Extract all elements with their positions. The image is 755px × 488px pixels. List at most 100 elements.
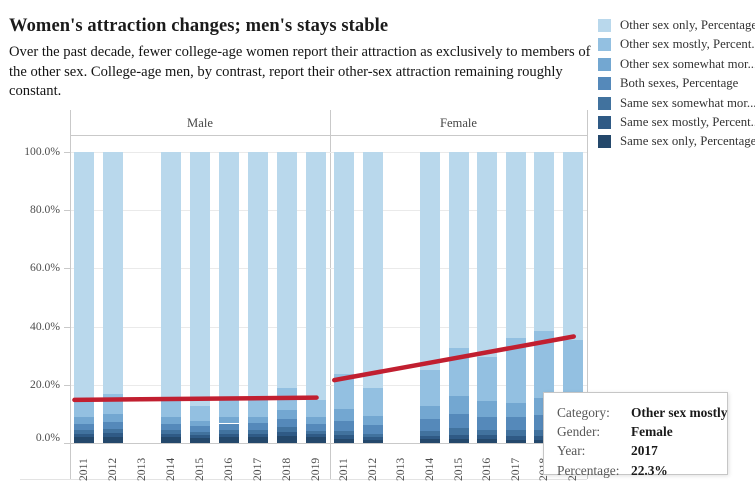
- bar-segment[interactable]: [276, 427, 297, 432]
- bar-segment[interactable]: [362, 433, 383, 438]
- bar-segment[interactable]: [161, 433, 182, 438]
- bar-segment[interactable]: [218, 430, 239, 434]
- bar-segment[interactable]: [362, 152, 383, 388]
- bar-segment[interactable]: [534, 152, 555, 331]
- bar-segment[interactable]: [419, 419, 440, 432]
- bar-segment[interactable]: [505, 152, 526, 338]
- bar-segment[interactable]: [161, 152, 182, 400]
- bar-segment[interactable]: [305, 434, 326, 438]
- bar-segment[interactable]: [305, 152, 326, 400]
- bar-male-2012[interactable]: [103, 152, 124, 443]
- bar-segment[interactable]: [448, 396, 469, 414]
- bar-segment[interactable]: [305, 430, 326, 435]
- bar-segment[interactable]: [305, 399, 326, 418]
- bar-segment[interactable]: [334, 435, 355, 439]
- bar-segment[interactable]: [534, 330, 555, 398]
- bar-segment[interactable]: [190, 426, 210, 433]
- bar-female-2012[interactable]: [362, 152, 383, 443]
- bar-segment[interactable]: [448, 413, 469, 429]
- bar-male-2011[interactable]: [74, 152, 95, 443]
- bar-segment[interactable]: [247, 152, 268, 400]
- bar-segment[interactable]: [362, 424, 383, 434]
- bar-segment[interactable]: [190, 438, 210, 443]
- bar-segment[interactable]: [477, 429, 498, 436]
- bar-segment[interactable]: [477, 435, 498, 440]
- bar-female-2014[interactable]: [419, 152, 440, 443]
- legend-item-5[interactable]: Same sex mostly, Percent...: [598, 115, 755, 129]
- bar-segment[interactable]: [334, 430, 355, 436]
- bar-segment[interactable]: [190, 152, 210, 407]
- bar-segment[interactable]: [190, 435, 210, 439]
- bar-segment[interactable]: [477, 400, 498, 417]
- legend-item-2[interactable]: Other sex somewhat mor...: [598, 57, 755, 71]
- bar-female-2015[interactable]: [448, 152, 469, 443]
- bar-male-2015[interactable]: [190, 152, 210, 443]
- bar-segment[interactable]: [477, 356, 498, 401]
- legend-item-6[interactable]: Same sex only, Percentage: [598, 135, 755, 149]
- legend-item-1[interactable]: Other sex mostly, Percent...: [598, 38, 755, 52]
- bar-segment[interactable]: [190, 432, 210, 436]
- bar-segment[interactable]: [334, 438, 355, 443]
- bar-segment[interactable]: [247, 437, 268, 443]
- bar-segment[interactable]: [103, 429, 124, 434]
- bar-male-2014[interactable]: [161, 152, 182, 443]
- bar-segment[interactable]: [190, 406, 210, 421]
- bar-segment[interactable]: [562, 339, 583, 402]
- legend-item-4[interactable]: Same sex somewhat mor...: [598, 96, 755, 110]
- bar-female-2017[interactable]: [505, 152, 526, 443]
- bar-segment[interactable]: [505, 402, 526, 418]
- bar-segment[interactable]: [419, 369, 440, 407]
- bar-segment[interactable]: [419, 435, 440, 440]
- bar-segment[interactable]: [161, 437, 182, 443]
- bar-segment[interactable]: [477, 152, 498, 357]
- bar-segment[interactable]: [161, 417, 182, 424]
- bar-segment[interactable]: [419, 439, 440, 443]
- bar-segment[interactable]: [247, 433, 268, 438]
- bar-segment[interactable]: [419, 431, 440, 436]
- bar-segment[interactable]: [218, 152, 239, 400]
- bar-female-2016[interactable]: [477, 152, 498, 443]
- bar-female-2011[interactable]: [334, 152, 355, 443]
- legend-item-3[interactable]: Both sexes, Percentage: [598, 77, 755, 91]
- bar-segment[interactable]: [218, 423, 239, 431]
- bar-segment[interactable]: [218, 437, 239, 443]
- bar-segment[interactable]: [276, 435, 297, 443]
- bar-segment[interactable]: [362, 437, 383, 441]
- bar-segment[interactable]: [276, 152, 297, 388]
- bar-segment[interactable]: [190, 420, 210, 427]
- bar-segment[interactable]: [103, 152, 124, 395]
- bar-segment[interactable]: [305, 437, 326, 443]
- bar-segment[interactable]: [161, 430, 182, 434]
- bar-segment[interactable]: [305, 417, 326, 425]
- bar-segment[interactable]: [562, 152, 583, 340]
- bar-segment[interactable]: [305, 424, 326, 431]
- bar-segment[interactable]: [448, 438, 469, 443]
- bar-segment[interactable]: [218, 433, 239, 438]
- bar-segment[interactable]: [218, 416, 239, 424]
- bar-segment[interactable]: [448, 434, 469, 439]
- bar-segment[interactable]: [477, 439, 498, 443]
- bar-segment[interactable]: [505, 430, 526, 437]
- bar-segment[interactable]: [505, 417, 526, 431]
- bar-segment[interactable]: [362, 415, 383, 425]
- bar-segment[interactable]: [247, 399, 268, 417]
- bar-segment[interactable]: [276, 409, 297, 419]
- trend-line-female[interactable]: [332, 334, 576, 383]
- bar-segment[interactable]: [362, 388, 383, 416]
- bar-segment[interactable]: [505, 436, 526, 440]
- bar-segment[interactable]: [74, 437, 95, 443]
- bar-segment[interactable]: [74, 433, 95, 438]
- bar-segment[interactable]: [276, 418, 297, 428]
- bar-segment[interactable]: [103, 414, 124, 422]
- bar-segment[interactable]: [334, 374, 355, 409]
- bar-segment[interactable]: [161, 423, 182, 431]
- legend-item-0[interactable]: Other sex only, Percentage: [598, 19, 755, 32]
- bar-segment[interactable]: [419, 406, 440, 420]
- bar-male-2016[interactable]: [218, 152, 239, 443]
- bar-segment[interactable]: [218, 399, 239, 417]
- bar-segment[interactable]: [74, 417, 95, 424]
- bar-segment[interactable]: [247, 430, 268, 434]
- bar-segment[interactable]: [247, 416, 268, 424]
- bar-segment[interactable]: [161, 399, 182, 418]
- bar-male-2017[interactable]: [247, 152, 268, 443]
